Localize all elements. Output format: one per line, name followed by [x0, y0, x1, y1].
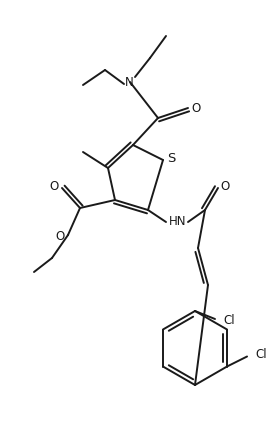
Text: O: O — [49, 181, 59, 194]
Text: HN: HN — [169, 215, 187, 229]
Text: S: S — [167, 152, 175, 166]
Text: Cl: Cl — [223, 314, 235, 328]
Text: O: O — [191, 102, 201, 115]
Text: O: O — [55, 230, 65, 243]
Text: O: O — [220, 179, 230, 193]
Text: Cl: Cl — [255, 348, 267, 361]
Text: N: N — [125, 75, 133, 88]
